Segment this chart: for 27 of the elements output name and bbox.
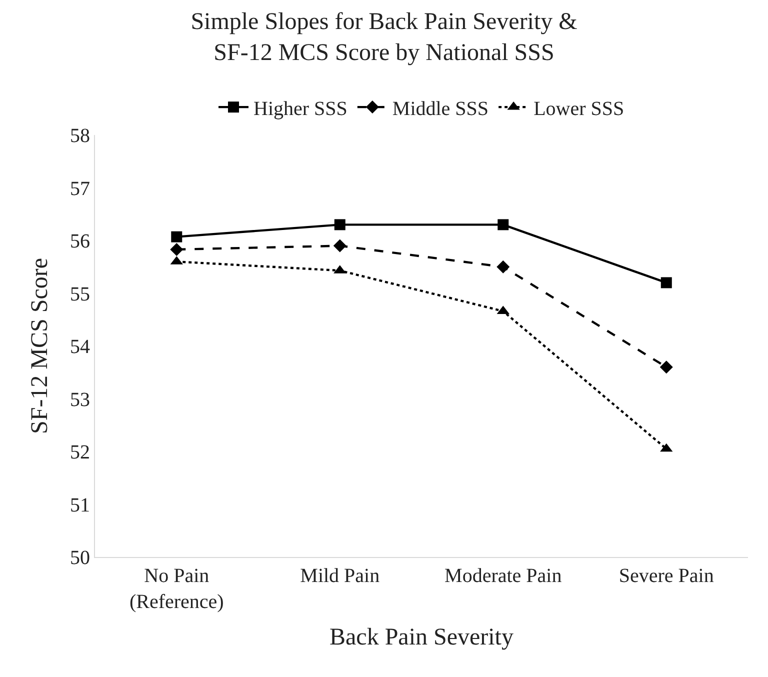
point [333, 239, 346, 252]
y-tick-label: 58 [70, 125, 90, 147]
y-tick-label: 55 [70, 283, 90, 306]
point [498, 219, 509, 230]
y-tick-label: 50 [70, 547, 90, 569]
chart-title: Simple Slopes for Back Pain Severity & SF-12 MCS Score by National SSS [190, 8, 578, 66]
point [334, 219, 346, 230]
point [496, 260, 510, 274]
x-axis-title: Back Pain Severity [330, 624, 514, 650]
x-tick-label: Severe Pain [618, 565, 714, 587]
x-tick-label: Mild Pain [300, 565, 380, 587]
point [171, 231, 182, 242]
x-tick-label: Moderate Pain [444, 565, 562, 587]
y-tick-label: 54 [70, 336, 90, 358]
point [660, 360, 673, 374]
x-tick-label: No Pain (Reference) [129, 565, 224, 613]
point [170, 242, 184, 256]
y-tick-label: 53 [70, 388, 90, 411]
y-tick-label: 52 [70, 442, 90, 464]
legend-label: Lower SSS [534, 98, 624, 120]
y-tick-label: 51 [70, 494, 90, 516]
legend-label: Higher SSS [254, 98, 348, 120]
point [660, 277, 672, 288]
y-tick-label: 56 [70, 230, 90, 252]
legend-label: Middle SSS [392, 98, 489, 120]
y-tick-label: 57 [70, 178, 90, 200]
y-axis-title: SF-12 MCS Score [27, 258, 54, 434]
